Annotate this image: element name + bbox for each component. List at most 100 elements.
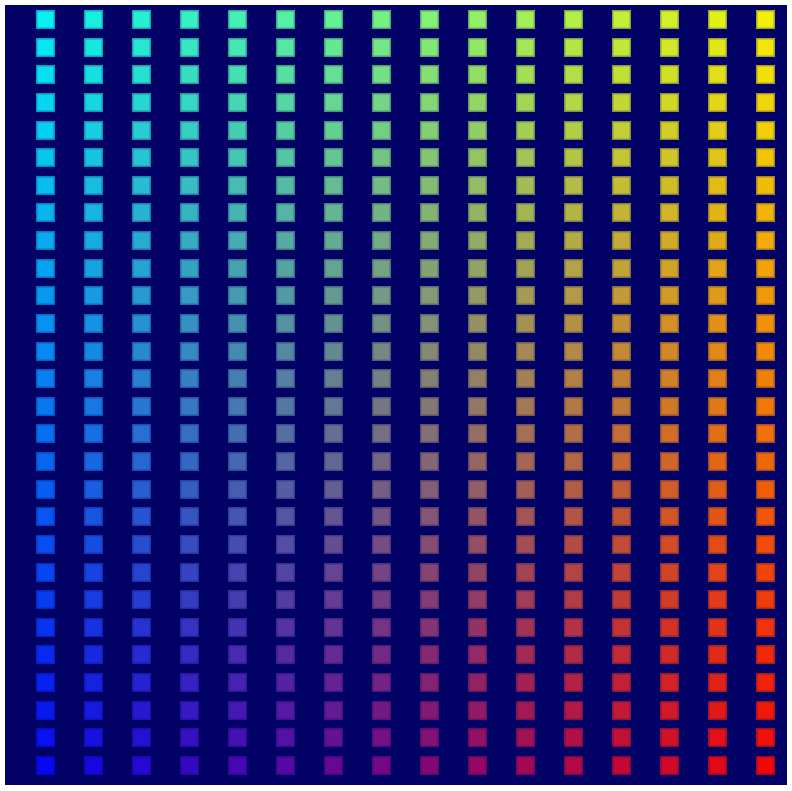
grid-cell [420, 424, 439, 443]
grid-cell [468, 203, 487, 222]
grid-cell [420, 507, 439, 526]
grid-cell [468, 673, 487, 692]
grid-cell [612, 590, 631, 609]
grid-cell [468, 10, 487, 29]
grid-cell [276, 728, 295, 747]
grid-cell [612, 314, 631, 333]
grid-cell [468, 756, 487, 775]
grid-cell [468, 231, 487, 250]
grid-cell [324, 231, 343, 250]
grid-cell [372, 38, 391, 57]
grid-cell [420, 480, 439, 499]
grid-cell [420, 38, 439, 57]
grid-cell [276, 342, 295, 361]
grid-cell [564, 65, 583, 84]
grid-cell [708, 259, 727, 278]
grid-cell [132, 176, 151, 195]
grid-cell [516, 673, 535, 692]
grid-cell [132, 93, 151, 112]
grid-cell [324, 756, 343, 775]
grid-cell [324, 148, 343, 167]
grid-cell [36, 397, 55, 416]
grid-cell [372, 756, 391, 775]
grid-cell [612, 480, 631, 499]
grid-cell [516, 203, 535, 222]
grid-cell [708, 148, 727, 167]
grid-cell [276, 369, 295, 388]
grid-cell [420, 176, 439, 195]
grid-cell [468, 701, 487, 720]
grid-cell [36, 286, 55, 305]
grid-cell [708, 203, 727, 222]
grid-cell [228, 10, 247, 29]
grid-cell [516, 65, 535, 84]
grid-cell [84, 10, 103, 29]
grid-cell [708, 176, 727, 195]
grid-cell [36, 10, 55, 29]
grid-cell [612, 452, 631, 471]
grid-cell [756, 286, 775, 305]
grid-cell [276, 176, 295, 195]
grid-cell [228, 314, 247, 333]
grid-cell [612, 756, 631, 775]
grid-cell [180, 424, 199, 443]
grid-cell [708, 369, 727, 388]
grid-cell [84, 728, 103, 747]
grid-cell [516, 342, 535, 361]
grid-cell [516, 121, 535, 140]
grid-cell [228, 121, 247, 140]
grid-cell [516, 10, 535, 29]
grid-cell [516, 452, 535, 471]
grid-cell [36, 701, 55, 720]
grid-cell [324, 728, 343, 747]
grid-cell [420, 701, 439, 720]
grid-cell [276, 701, 295, 720]
grid-cell [516, 424, 535, 443]
grid-cell [708, 342, 727, 361]
grid-cell [372, 452, 391, 471]
grid-cell [564, 728, 583, 747]
grid-cell [708, 424, 727, 443]
grid-cell [228, 231, 247, 250]
grid-cell [84, 452, 103, 471]
grid-cell [36, 121, 55, 140]
grid-cell [324, 259, 343, 278]
grid-cell [468, 314, 487, 333]
grid-cell [84, 93, 103, 112]
grid-cell [276, 424, 295, 443]
grid-cell [372, 65, 391, 84]
grid-cell [612, 618, 631, 637]
grid-cell [516, 314, 535, 333]
grid-cell [612, 369, 631, 388]
grid-cell [132, 618, 151, 637]
grid-cell [756, 701, 775, 720]
grid-cell [468, 645, 487, 664]
grid-cell [84, 673, 103, 692]
grid-cell [372, 701, 391, 720]
grid-cell [180, 480, 199, 499]
grid-cell [756, 176, 775, 195]
grid-cell [276, 121, 295, 140]
grid-cell [420, 121, 439, 140]
grid-cell [660, 38, 679, 57]
grid-cell [228, 535, 247, 554]
grid-cell [516, 701, 535, 720]
grid-cell [228, 452, 247, 471]
grid-cell [612, 148, 631, 167]
grid-cell [516, 259, 535, 278]
grid-cell [324, 590, 343, 609]
grid-cell [132, 701, 151, 720]
grid-cell [84, 65, 103, 84]
grid-cell [36, 314, 55, 333]
grid-cell [660, 673, 679, 692]
grid-cell [228, 369, 247, 388]
grid-cell [36, 673, 55, 692]
grid-cell [708, 507, 727, 526]
grid-cell [660, 452, 679, 471]
grid-cell [756, 563, 775, 582]
grid-cell [132, 424, 151, 443]
grid-cell [84, 203, 103, 222]
grid-cell [372, 176, 391, 195]
grid-cell [468, 286, 487, 305]
grid-cell [180, 590, 199, 609]
